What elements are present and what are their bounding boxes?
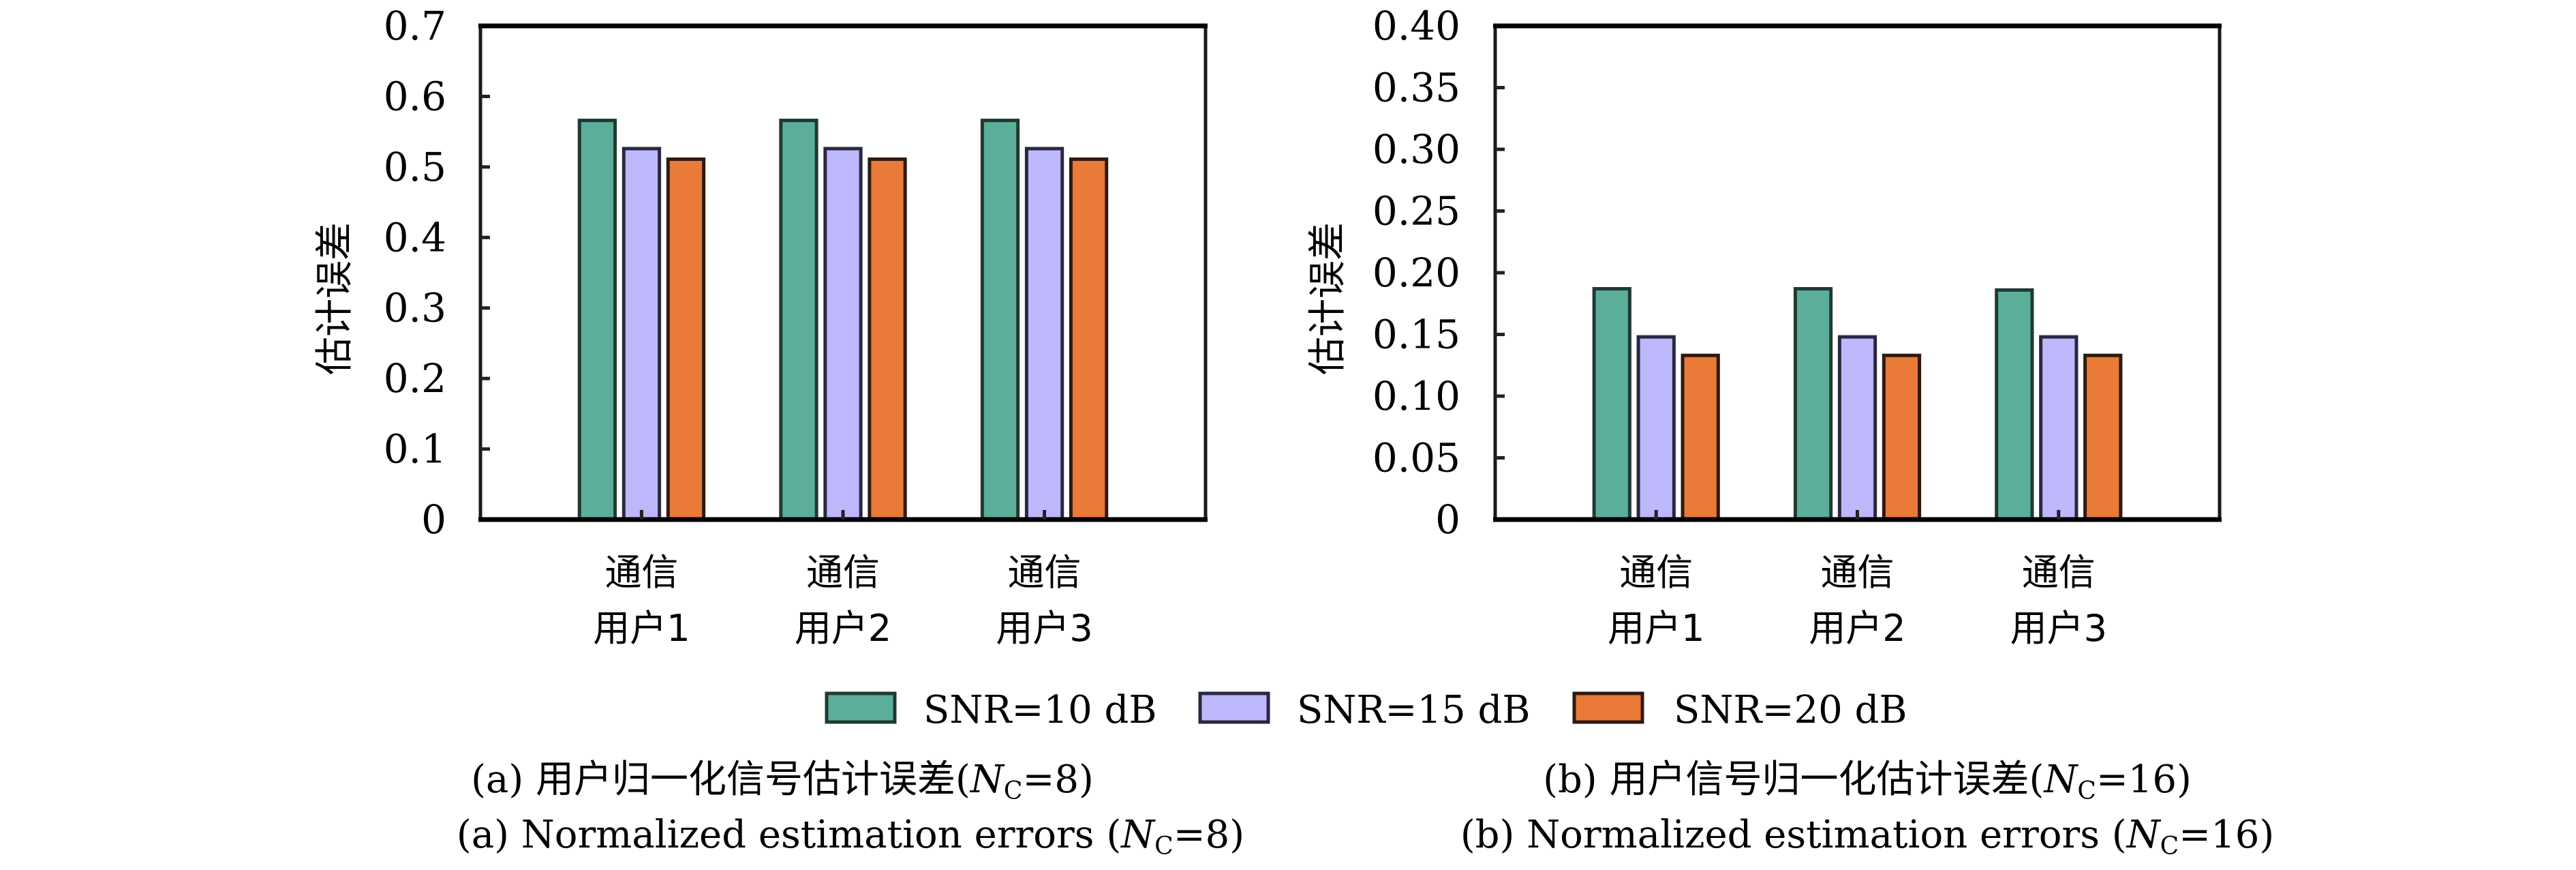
bar-b-user1-series2 xyxy=(1636,335,1676,522)
x-tick-label-line1: 通信 xyxy=(806,551,880,594)
caption-a-en: (a) Normalized estimation errors (NC=8) xyxy=(457,813,1244,860)
y-tick-label: 0.40 xyxy=(1373,3,1460,49)
y-tick-label: 0.3 xyxy=(384,285,446,331)
x-tick-label-line2: 用户3 xyxy=(996,607,1092,650)
bar-a-user2-series3 xyxy=(868,157,907,522)
x-tick-label-line2: 用户1 xyxy=(1608,607,1704,650)
legend-swatch-snr10 xyxy=(825,691,897,724)
legend-item-snr10: SNR=10 dB xyxy=(825,688,1157,732)
legend-label-snr15: SNR=15 dB xyxy=(1297,688,1531,732)
bar-a-user2-series1 xyxy=(779,119,818,522)
bar-a-user2-series2 xyxy=(823,147,863,522)
x-tick-label-line2: 用户1 xyxy=(593,607,690,650)
bar-b-user2-series1 xyxy=(1793,287,1833,522)
y-axis-label: 估计误差 xyxy=(1306,222,1350,375)
y-tick-label: 0.25 xyxy=(1373,188,1460,235)
bar-a-user1-series2 xyxy=(622,147,662,522)
caption-b-en: (b) Normalized estimation errors (NC=16) xyxy=(1460,813,2274,860)
x-tick-label-line1: 通信 xyxy=(1008,551,1082,594)
bar-b-user3-series1 xyxy=(1995,288,2034,522)
caption-a: (a) 用户归一化信号估计误差(NC=8) (a) Normalized est… xyxy=(457,758,1244,860)
caption-b: (b) 用户信号归一化估计误差(NC=16) (b) Normalized es… xyxy=(1460,758,2274,860)
bar-a-user1-series3 xyxy=(666,157,706,522)
y-tick-label: 0.30 xyxy=(1373,126,1460,172)
bar-b-user3-series3 xyxy=(2083,353,2123,522)
bar-a-user3-series3 xyxy=(1069,157,1109,522)
x-tick-label-line1: 通信 xyxy=(604,551,678,594)
y-tick-label: 0.5 xyxy=(384,144,446,190)
legend: SNR=10 dB SNR=15 dB SNR=20 dB xyxy=(825,688,1907,732)
y-tick-label: 0.05 xyxy=(1373,435,1460,481)
legend-item-snr20: SNR=20 dB xyxy=(1572,688,1907,732)
bar-b-user3-series2 xyxy=(2039,335,2079,522)
caption-a-cn: (a) 用户归一化信号估计误差(NC=8) xyxy=(471,758,1094,805)
legend-swatch-snr20 xyxy=(1572,691,1644,724)
y-tick-label: 0.15 xyxy=(1373,312,1460,358)
y-tick-label: 0.6 xyxy=(384,73,446,119)
bar-a-user1-series1 xyxy=(577,119,617,522)
y-tick-label: 0.20 xyxy=(1373,250,1460,296)
y-tick-label: 0.2 xyxy=(384,355,446,402)
y-tick-label: 0 xyxy=(1435,496,1460,543)
bar-b-user1-series1 xyxy=(1592,287,1631,522)
bar-b-user2-series3 xyxy=(1882,353,1922,522)
y-tick-label: 0.1 xyxy=(384,426,446,472)
y-axis-label: 估计误差 xyxy=(313,222,357,375)
x-tick-label-line2: 用户2 xyxy=(795,607,891,650)
x-tick-label-line1: 通信 xyxy=(2022,551,2096,594)
x-tick-label-line2: 用户3 xyxy=(2010,607,2107,650)
legend-label-snr10: SNR=10 dB xyxy=(923,688,1157,732)
y-tick-label: 0 xyxy=(421,496,446,543)
y-tick-label: 0.35 xyxy=(1373,65,1460,111)
bar-b-user1-series3 xyxy=(1681,353,1720,522)
legend-label-snr20: SNR=20 dB xyxy=(1674,688,1907,732)
bar-b-user2-series2 xyxy=(1837,335,1877,522)
bar-a-user3-series1 xyxy=(980,119,1020,522)
y-tick-label: 0.10 xyxy=(1373,373,1460,419)
bar-a-user3-series2 xyxy=(1024,147,1064,522)
x-tick-label-line2: 用户2 xyxy=(1809,607,1905,650)
y-tick-label: 0.7 xyxy=(384,3,446,49)
x-tick-label-line1: 通信 xyxy=(1821,551,1895,594)
caption-b-cn: (b) 用户信号归一化估计误差(NC=16) xyxy=(1543,758,2192,805)
legend-item-snr15: SNR=15 dB xyxy=(1198,688,1531,732)
y-tick-label: 0.4 xyxy=(384,214,446,260)
x-tick-label-line1: 通信 xyxy=(1619,551,1693,594)
legend-swatch-snr15 xyxy=(1198,691,1270,724)
